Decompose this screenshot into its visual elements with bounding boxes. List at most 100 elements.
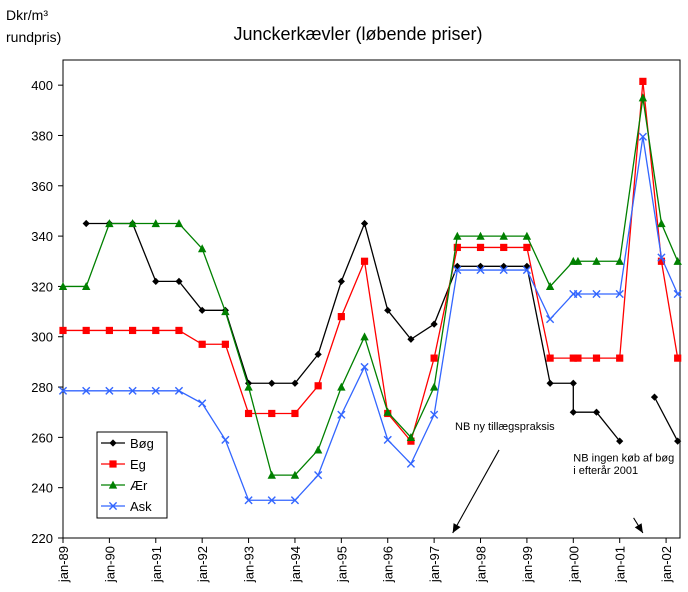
legend-frame (96, 431, 168, 519)
data-point (267, 470, 276, 479)
data-point (82, 219, 90, 228)
data-point (429, 382, 439, 391)
x-tick-label: jan-91 (149, 546, 164, 583)
data-point (128, 219, 137, 228)
annotation-arrow-head (452, 523, 461, 533)
data-point (59, 326, 67, 335)
data-point (650, 393, 659, 401)
data-point (244, 409, 253, 418)
data-point (573, 256, 583, 265)
data-point (592, 354, 601, 362)
annotation-text: i efterår 2001 (573, 465, 638, 477)
data-point (453, 262, 461, 270)
legend-label: Ask (130, 499, 152, 514)
data-point (128, 386, 137, 395)
data-point (291, 379, 299, 387)
data-point (592, 408, 601, 416)
y-tick-label: 240 (31, 481, 53, 496)
data-point (267, 496, 276, 505)
data-point (128, 326, 137, 335)
x-tick-label: jan-00 (566, 546, 581, 583)
data-point (673, 256, 682, 265)
x-tick-label: jan-02 (659, 546, 674, 583)
data-point (523, 243, 531, 252)
data-point (175, 326, 183, 335)
y-tick-label: 320 (31, 279, 53, 294)
data-point (406, 459, 416, 468)
data-point (523, 262, 531, 270)
data-point (268, 379, 276, 387)
data-point (407, 437, 415, 445)
data-point (499, 265, 508, 275)
data-point (291, 409, 299, 418)
data-point (638, 132, 647, 141)
data-point (58, 282, 68, 291)
data-point (290, 496, 300, 505)
data-point (476, 265, 485, 275)
data-point (151, 386, 160, 395)
data-point (383, 435, 392, 444)
data-point (82, 386, 91, 395)
x-tick-label: jan-92 (195, 546, 210, 583)
data-point (407, 335, 415, 343)
data-point (499, 231, 508, 240)
data-point (453, 243, 461, 252)
data-point (337, 410, 346, 419)
data-point (290, 470, 300, 479)
data-point (674, 354, 682, 362)
y-tick-label: 340 (31, 229, 53, 244)
legend-label: Bøg (130, 436, 154, 451)
data-point (574, 354, 582, 362)
data-point (615, 289, 624, 299)
data-point (360, 362, 369, 372)
data-point (268, 409, 276, 418)
legend-marker (108, 480, 118, 489)
annotation-text: NB ingen køb af bøg (573, 452, 674, 464)
data-point (198, 399, 207, 408)
data-point (674, 437, 682, 445)
x-tick-label: jan-96 (381, 546, 396, 583)
annotation-arrow-line (452, 449, 500, 534)
data-point (406, 432, 416, 441)
data-point (314, 350, 322, 358)
data-point (430, 320, 438, 328)
y-tick-label: 360 (31, 179, 53, 194)
x-tick-label: jan-93 (242, 546, 257, 583)
data-point (546, 315, 555, 324)
data-point (569, 354, 577, 362)
data-point (592, 256, 601, 265)
series-Ær (58, 93, 682, 479)
data-point (360, 332, 369, 341)
data-point (105, 219, 114, 228)
legend-label: Eg (130, 457, 146, 472)
y-tick-label: 280 (31, 380, 53, 395)
y-axis-label-line1: Dkr/m³ (6, 7, 48, 23)
x-tick-label: jan-98 (474, 546, 489, 583)
data-point (616, 354, 624, 362)
data-point (453, 265, 462, 275)
data-point (198, 306, 206, 314)
data-point (546, 379, 554, 387)
x-tick-label: jan-90 (102, 546, 117, 583)
data-point (657, 257, 666, 265)
data-point (244, 496, 253, 505)
data-point (639, 77, 647, 85)
data-point (105, 386, 114, 395)
data-point (546, 354, 554, 362)
data-point (522, 265, 532, 275)
data-point (360, 219, 369, 228)
data-point (337, 277, 345, 285)
y-tick-label: 400 (31, 78, 53, 93)
x-tick-label: jan-99 (520, 546, 535, 583)
data-point (337, 382, 346, 391)
data-point (592, 289, 601, 299)
series-Bøg (82, 219, 682, 445)
annotations: NB ny tillægspraksis NB ingen køb af bøgi… (452, 421, 674, 534)
data-point (152, 326, 160, 335)
data-point (152, 277, 160, 285)
data-point (673, 289, 682, 299)
data-point (174, 219, 184, 228)
x-tick-label: jan-89 (56, 546, 71, 583)
data-point (500, 243, 508, 252)
y-tick-label: 220 (31, 531, 53, 546)
